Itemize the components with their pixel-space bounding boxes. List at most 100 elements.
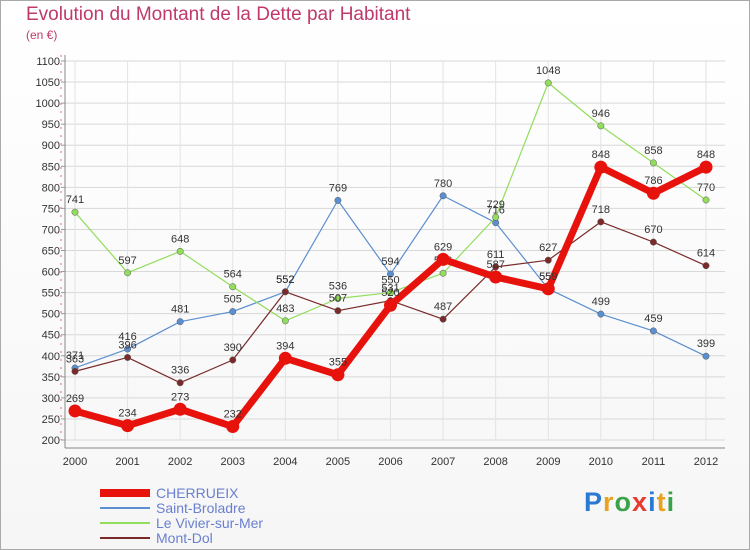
x-tick-label: 2011 <box>642 456 666 468</box>
data-point <box>173 402 187 416</box>
data-label: 629 <box>434 241 452 253</box>
y-tick-label: 850 <box>42 161 60 173</box>
data-point <box>439 315 447 323</box>
data-label: 848 <box>592 149 610 161</box>
data-point <box>594 160 608 174</box>
data-label: 371 <box>66 350 84 362</box>
series-saint-broladre: 371 416 481 505 552 769 594 780 716 559 499 459 399 <box>66 178 715 372</box>
legend-item: CHERRUEIX <box>100 485 360 501</box>
data-label: 520 <box>381 287 399 299</box>
chart-title: Evolution du Montant de la Dette par Hab… <box>26 4 411 25</box>
y-tick-label: 200 <box>42 435 60 447</box>
data-label: 550 <box>381 275 399 287</box>
data-label: 355 <box>329 357 347 369</box>
y-tick-label: 900 <box>42 140 60 152</box>
data-label: 499 <box>592 296 610 308</box>
data-label: 769 <box>329 182 347 194</box>
data-point <box>436 252 450 266</box>
data-label: 741 <box>66 194 84 206</box>
data-label: 770 <box>697 182 715 194</box>
data-point <box>597 310 605 318</box>
legend-item: Mont-Dol <box>100 530 360 546</box>
logo-letter: P <box>584 487 604 517</box>
data-label: 594 <box>381 256 399 268</box>
data-point <box>699 160 713 174</box>
legend-item: Le Vivier-sur-Mer <box>100 515 360 531</box>
x-tick-label: 2010 <box>589 456 613 468</box>
data-label: 269 <box>66 393 84 405</box>
data-point <box>597 122 605 130</box>
data-label: 483 <box>276 303 294 315</box>
data-label: 396 <box>118 339 136 351</box>
data-point <box>702 262 710 270</box>
data-point <box>281 317 289 325</box>
data-point <box>176 318 184 326</box>
data-label: 232 <box>224 409 242 421</box>
data-label: 611 <box>487 249 505 261</box>
series-cherrueix: 269 234 273 232 394 355 520 629 587 559 848 786 848 <box>66 149 715 434</box>
legend-swatch <box>100 489 150 497</box>
data-label: 946 <box>592 108 610 120</box>
y-tick-label: 300 <box>42 393 60 405</box>
data-point <box>121 419 135 433</box>
data-label: 587 <box>486 259 504 271</box>
data-point <box>226 420 240 434</box>
data-label: 648 <box>171 233 189 245</box>
data-label: 564 <box>224 269 242 281</box>
data-label: 627 <box>539 242 557 254</box>
y-tick-label: 800 <box>42 182 60 194</box>
proxiti-logo: Proxiti <box>584 487 675 518</box>
data-point <box>387 270 394 278</box>
legend-item: Saint-Broladre <box>100 500 360 516</box>
data-point <box>71 208 79 216</box>
data-point <box>68 404 82 418</box>
y-tick-label: 1100 <box>36 56 60 68</box>
data-point <box>439 192 447 200</box>
data-label: 273 <box>171 391 189 403</box>
data-point <box>649 159 657 167</box>
y-tick-label: 1050 <box>36 77 60 89</box>
data-point <box>176 379 184 387</box>
x-tick-label: 2009 <box>536 456 560 468</box>
logo-letter: i <box>666 487 676 517</box>
data-point <box>124 345 132 353</box>
x-tick-label: 2007 <box>431 456 455 468</box>
y-tick-label: 500 <box>42 309 60 321</box>
data-point <box>489 270 503 284</box>
data-label: 848 <box>697 149 715 161</box>
data-point <box>492 213 500 221</box>
x-tick-label: 2003 <box>221 456 245 468</box>
data-point <box>281 288 289 296</box>
data-label: 670 <box>644 224 662 236</box>
y-tick-label: 350 <box>42 372 60 384</box>
data-label: 481 <box>171 304 189 316</box>
y-unit-label: (en €) <box>26 28 58 42</box>
data-point <box>387 289 394 297</box>
logo-letter: o <box>614 487 633 517</box>
data-label: 718 <box>592 204 610 216</box>
legend-label: Mont-Dol <box>156 530 213 546</box>
data-label: 234 <box>118 408 136 420</box>
data-label: 459 <box>644 313 662 325</box>
y-tick-label: 1000 <box>36 98 60 110</box>
data-point <box>702 352 710 360</box>
x-tick-label: 2005 <box>326 456 350 468</box>
data-label: 336 <box>171 365 189 377</box>
data-label: 399 <box>697 338 715 350</box>
y-tick-label: 750 <box>42 203 60 215</box>
y-tick-label: 600 <box>42 267 60 279</box>
data-point <box>702 196 710 204</box>
x-tick-label: 2004 <box>273 456 297 468</box>
x-tick-label: 2006 <box>378 456 402 468</box>
data-label: 390 <box>224 342 242 354</box>
legend-label: CHERRUEIX <box>156 485 239 501</box>
legend: CHERRUEIX Saint-Broladre Le Vivier-sur-Mer… <box>100 485 360 546</box>
legend-label: Le Vivier-sur-Mer <box>156 515 264 531</box>
data-label: 487 <box>434 301 452 313</box>
data-label: 614 <box>697 248 715 260</box>
data-point <box>124 354 132 361</box>
data-point <box>646 186 660 200</box>
data-point <box>649 327 657 335</box>
data-label: 716 <box>486 205 504 217</box>
